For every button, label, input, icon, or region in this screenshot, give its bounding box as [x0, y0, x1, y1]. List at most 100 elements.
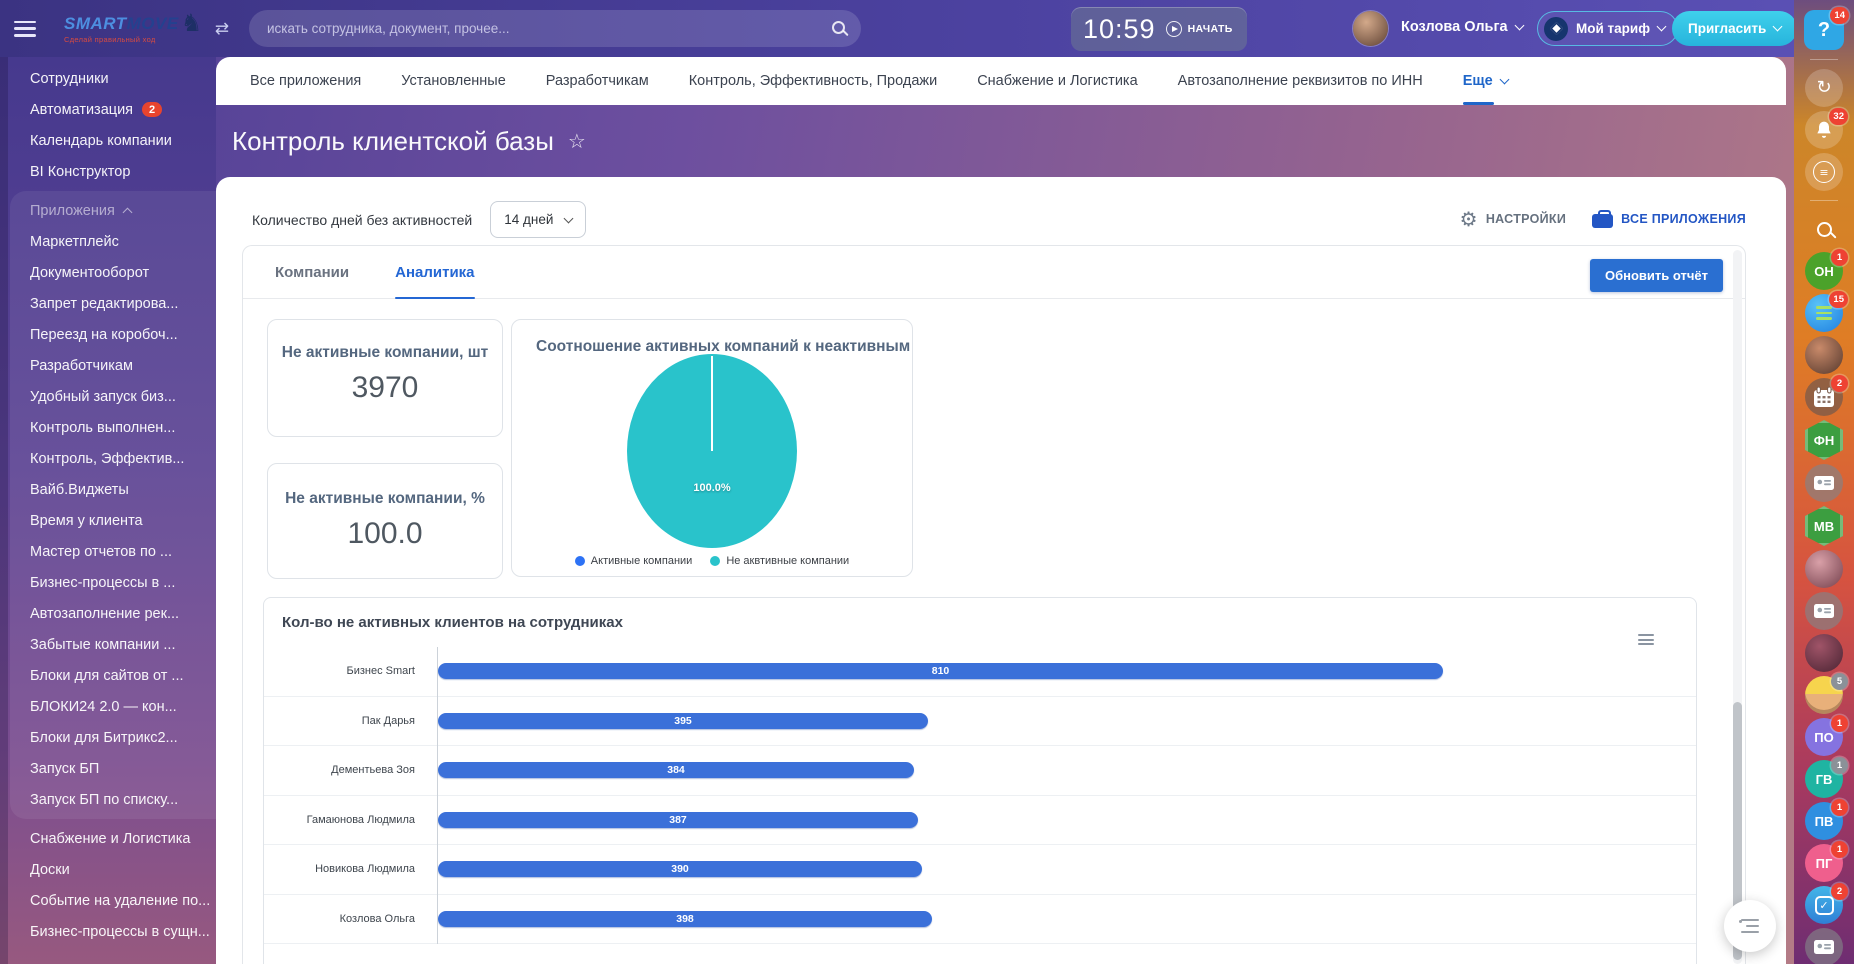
sidebar-item-блоки-для-битрикс2-[interactable]: Блоки для Битрикс2... — [10, 722, 216, 753]
time-tracker-widget[interactable]: 10:59 НАЧАТЬ — [1071, 7, 1247, 51]
app-fn[interactable]: ФН — [1805, 420, 1843, 460]
sidebar-item-запуск-бп[interactable]: Запуск БП — [10, 753, 216, 784]
avatar[interactable] — [1805, 336, 1843, 374]
bar-3[interactable]: 384 — [438, 762, 914, 779]
bar-4[interactable]: 387 — [438, 811, 918, 828]
invite-label: Пригласить — [1688, 21, 1767, 36]
start-day-button[interactable]: НАЧАТЬ — [1187, 23, 1233, 35]
knight-icon: ♞ — [180, 9, 203, 37]
favorite-star-icon[interactable]: ☆ — [567, 129, 586, 153]
contact-card-icon[interactable] — [1805, 464, 1843, 502]
sidebar-group-label: Приложения — [30, 202, 115, 219]
refresh-report-button[interactable]: Обновить отчёт — [1589, 259, 1723, 292]
nav-tab-автозаполнение-реквизитов-по-инн[interactable]: Автозаполнение реквизитов по ИНН — [1178, 57, 1423, 105]
days-select[interactable]: 14 дней — [490, 201, 587, 238]
nav-tab-контроль-эффективность-продажи[interactable]: Контроль, Эффективность, Продажи — [689, 57, 937, 105]
sidebar-item-забытые-компании-[interactable]: Забытые компании ... — [10, 629, 216, 660]
sidebar-item-label: БЛОКИ24 2.0 — кон... — [30, 698, 177, 715]
bar-5[interactable]: 390 — [438, 861, 922, 878]
sidebar-item-автоматизация[interactable]: Автоматизация 2 — [0, 94, 216, 125]
sidebar-item-бизнес-процессы-в-[interactable]: Бизнес-процессы в ... — [10, 567, 216, 598]
notification-badge: 2 — [1831, 375, 1848, 392]
sidebar-group-apps[interactable]: Приложения — [10, 195, 216, 226]
contact-card-icon[interactable] — [1805, 928, 1843, 964]
settings-button[interactable]: ⚙ НАСТРОЙКИ — [1460, 209, 1567, 229]
sidebar-item-маркетплейс[interactable]: Маркетплейс — [10, 226, 216, 257]
pie-legend: Активные компании Не аквтивные компании — [512, 555, 912, 567]
worker-chat[interactable]: 5 — [1805, 673, 1848, 714]
play-icon[interactable] — [1165, 21, 1182, 37]
sidebar-item-снабжение-и-логистика[interactable]: Снабжение и Логистика — [0, 823, 216, 854]
sidebar-item-доски[interactable]: Доски — [0, 854, 216, 885]
report-tab-компании[interactable]: Компании — [275, 263, 350, 281]
help-button[interactable]: ? 14 — [1804, 7, 1849, 50]
nav-tab-установленные[interactable]: Установленные — [401, 57, 506, 105]
sidebar-item-удобный-запуск-биз-[interactable]: Удобный запуск биз... — [10, 381, 216, 412]
calendar-icon[interactable]: 2 — [1805, 375, 1848, 416]
quick-panel-button[interactable] — [1724, 900, 1776, 952]
sidebar-item-bi-конструктор[interactable]: BI Конструктор — [0, 156, 216, 187]
sidebar-item-документооборот[interactable]: Документооборот — [10, 257, 216, 288]
tasks-icon[interactable]: ✓ 2 — [1805, 883, 1848, 924]
app-mv[interactable]: МВ — [1805, 506, 1843, 546]
sidebar-item-разработчикам[interactable]: Разработчикам — [10, 350, 216, 381]
bar-2[interactable]: 395 — [438, 712, 928, 729]
chat-po[interactable]: ПО 1 — [1805, 715, 1848, 756]
sidebar-item-блоки-для-сайтов-от-[interactable]: Блоки для сайтов от ... — [10, 660, 216, 691]
nav-tab-все-приложения[interactable]: Все приложения — [250, 57, 361, 105]
sidebar-item-событие-на-удаление-по-[interactable]: Событие на удаление по... — [0, 885, 216, 916]
panel-scrollbar-track[interactable] — [1733, 250, 1742, 964]
sidebar-item-мастер-отчетов-по-[interactable]: Мастер отчетов по ... — [10, 536, 216, 567]
menu-hamburger-icon[interactable] — [14, 20, 36, 37]
chart-menu-icon[interactable] — [1638, 634, 1654, 645]
check-square-icon: ✓ — [1805, 886, 1843, 924]
user-menu[interactable]: Козлова Ольга — [1401, 19, 1524, 35]
sidebar-item-переезд-на-коробоч-[interactable]: Переезд на коробоч... — [10, 319, 216, 350]
messenger-icon[interactable]: 15 — [1805, 291, 1848, 332]
search-input[interactable] — [248, 10, 861, 47]
sidebar-item-контроль-эффектив-[interactable]: Контроль, Эффектив... — [10, 443, 216, 474]
bar-6[interactable]: 398 — [438, 910, 932, 927]
chat-pg[interactable]: ПГ 1 — [1805, 841, 1848, 882]
search-icon[interactable] — [831, 21, 845, 34]
contact-card-icon[interactable] — [1805, 592, 1843, 630]
nav-tab-снабжение-и-логистика[interactable]: Снабжение и Логистика — [977, 57, 1137, 105]
sidebar-item-автозаполнение-рек-[interactable]: Автозаполнение рек... — [10, 598, 216, 629]
chat-pv[interactable]: ПВ 1 — [1805, 799, 1848, 840]
updates-history-icon[interactable]: ↻ — [1805, 69, 1843, 107]
sidebar-item-календарь-компании[interactable]: Календарь компании — [0, 125, 216, 156]
all-apps-button[interactable]: ВСЕ ПРИЛОЖЕНИЯ — [1592, 210, 1746, 228]
chat-on[interactable]: ОН 1 — [1805, 249, 1848, 290]
brand-logo[interactable]: SMART MOVE ♞ Сделай правильный ход — [64, 9, 203, 44]
dialog-list-icon[interactable]: ≡ — [1805, 153, 1843, 191]
legend-item[interactable]: Активные компании — [574, 555, 692, 567]
sidebar-item-бизнес-процессы-в-сущн-[interactable]: Бизнес-процессы в сущн... — [0, 916, 216, 947]
panel-scrollbar-thumb[interactable] — [1733, 702, 1742, 960]
sidebar-item-запуск-бп-по-списку-[interactable]: Запуск БП по списку... — [10, 784, 216, 815]
sidebar-item-блоки24-2-0-кон-[interactable]: БЛОКИ24 2.0 — кон... — [10, 691, 216, 722]
sidebar-item-контроль-выполнен-[interactable]: Контроль выполнен... — [10, 412, 216, 443]
invite-button[interactable]: Пригласить — [1672, 11, 1798, 46]
sidebar-item-время-у-клиента[interactable]: Время у клиента — [10, 505, 216, 536]
my-tariff-button[interactable]: Мой тариф — [1537, 11, 1679, 46]
sidebar-item-вайб-виджеты[interactable]: Вайб.Виджеты — [10, 474, 216, 505]
sidebar-item-сотрудники[interactable]: Сотрудники — [0, 63, 216, 94]
nav-tab-разработчикам[interactable]: Разработчикам — [546, 57, 649, 105]
chat-gv[interactable]: ГВ 1 — [1805, 757, 1848, 798]
tariff-diamond-icon — [1544, 16, 1568, 41]
avatar[interactable] — [1805, 550, 1843, 588]
avatar[interactable] — [1805, 634, 1843, 672]
bar-1[interactable]: 810 — [438, 663, 1443, 680]
chevron-down-icon — [1656, 21, 1667, 32]
report-tab-аналитика[interactable]: Аналитика — [395, 246, 475, 299]
rail-search-icon[interactable] — [1805, 210, 1843, 248]
notification-badge: 2 — [142, 102, 163, 117]
legend-item[interactable]: Не аквтивные компании — [710, 555, 849, 567]
nav-tab-label: Установленные — [401, 73, 506, 89]
switch-workspace-icon[interactable]: ⇄ — [214, 18, 229, 38]
sidebar-item-запрет-редактирова-[interactable]: Запрет редактирова... — [10, 288, 216, 319]
nav-tab-еще[interactable]: Еще — [1462, 57, 1510, 105]
user-avatar[interactable] — [1353, 11, 1388, 46]
notifications-bell-icon[interactable]: 32 — [1805, 108, 1848, 149]
bar-value-label: 390 — [671, 863, 689, 876]
